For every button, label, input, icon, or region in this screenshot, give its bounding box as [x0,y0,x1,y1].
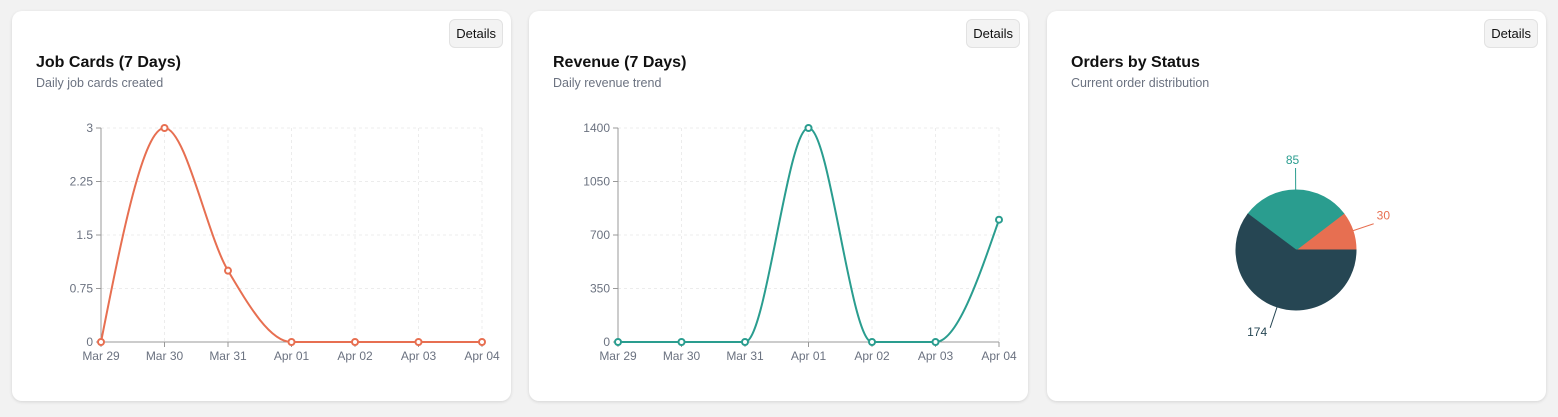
y-tick-label: 0.75 [70,282,94,296]
x-tick-label: Apr 01 [274,349,310,363]
series-line [100,126,482,343]
pie-label: 174 [1247,325,1267,339]
y-tick-label: 1050 [583,175,610,189]
details-button[interactable]: Details [1484,19,1538,48]
x-tick-label: Mar 29 [82,349,120,363]
y-tick-label: 350 [590,282,610,296]
card-subtitle: Daily job cards created [36,76,164,90]
x-tick-label: Mar 31 [209,349,247,363]
card-subtitle: Current order distribution [1071,76,1210,90]
data-point [931,338,940,346]
card-title: Job Cards (7 Days) [36,54,181,71]
job-cards-chart: 0 0.75 1.5 2.25 3 Mar 29 Mar 30 Mar 31 Apr 01 Apr… [70,121,500,363]
data-point [351,338,359,346]
x-tick-label: Mar 29 [599,349,637,363]
job-cards-card: Details Job Cards (7 Days) Daily job car… [12,11,511,401]
y-tick-label: 700 [590,228,610,242]
data-point [414,338,423,346]
orders-pie-chart: 30 85 174 [1235,153,1391,339]
x-tick-label: Mar 31 [726,349,764,363]
data-point [160,124,169,132]
x-tick-label: Mar 30 [146,349,184,363]
data-point [224,266,232,275]
pie-label: 85 [1286,153,1300,167]
y-tick-label: 2.25 [70,175,94,189]
data-point [614,338,622,346]
y-tick-label: 3 [86,121,93,135]
data-point [868,338,876,346]
pie-label: 30 [1377,209,1391,223]
x-tick-label: Mar 30 [663,349,701,363]
data-point [741,338,749,346]
pie-label-line [1352,223,1374,232]
details-button[interactable]: Details [449,19,503,48]
x-tick-label: Apr 02 [854,349,890,363]
data-point [97,338,105,346]
y-tick-label: 1400 [583,121,610,135]
data-point [287,338,296,346]
data-point [677,338,686,346]
x-tick-label: Apr 02 [337,349,373,363]
revenue-card: Details Revenue (7 Days) Daily revenue t… [529,11,1028,401]
revenue-chart: 0 350 700 1050 1400 Mar 29 Mar 30 Mar 31 Apr 01 A… [583,121,1017,363]
card-title: Orders by Status [1071,54,1200,71]
x-tick-label: Apr 03 [401,349,437,363]
card-title: Revenue (7 Days) [553,54,687,71]
y-tick-label: 0 [603,335,610,349]
y-tick-label: 1.5 [76,228,93,242]
x-tick-label: Apr 03 [918,349,954,363]
x-tick-label: Apr 04 [464,349,500,363]
data-point [995,215,1003,224]
x-tick-label: Apr 01 [791,349,827,363]
data-point [478,338,486,346]
x-tick-label: Apr 04 [981,349,1017,363]
y-tick-label: 0 [86,335,93,349]
data-point [804,124,813,132]
pie-label-line [1269,306,1278,328]
details-button[interactable]: Details [966,19,1020,48]
card-subtitle: Daily revenue trend [553,76,662,90]
orders-status-card: Details Orders by Status Current order d… [1047,11,1546,401]
